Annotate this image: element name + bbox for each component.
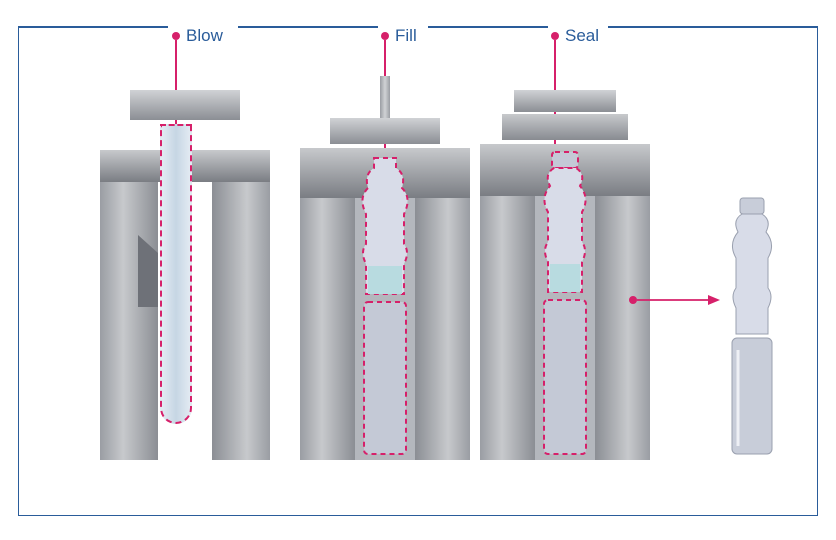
parison-outline <box>160 124 192 424</box>
stage-label-fill: Fill <box>395 26 417 46</box>
mold-top-plate <box>514 90 616 112</box>
mold-half-right <box>212 182 270 460</box>
stage-seal <box>480 90 650 460</box>
frame-top-seg <box>428 26 548 28</box>
output-vial <box>720 196 784 460</box>
stage-blow <box>100 90 270 460</box>
frame-top-seg <box>238 26 378 28</box>
leader-bullet <box>381 32 389 40</box>
mold-half-right <box>595 196 650 460</box>
mold-half-left <box>100 182 158 460</box>
stage-label-blow: Blow <box>186 26 223 46</box>
mold-top-plate2 <box>502 114 628 140</box>
vial-outline-svg <box>352 154 418 464</box>
stage-fill <box>300 90 470 460</box>
mold-half-right <box>415 198 470 460</box>
frame-top-seg <box>18 26 168 28</box>
mold-top-plate <box>130 90 240 120</box>
mold-half-left <box>300 198 355 460</box>
leader-bullet <box>551 32 559 40</box>
vial-outline-svg <box>532 150 598 464</box>
frame-top-seg <box>608 26 818 28</box>
mold-half-left <box>480 196 535 460</box>
mold-top-plate <box>330 118 440 144</box>
stage-label-seal: Seal <box>565 26 599 46</box>
output-arrow <box>628 292 720 308</box>
leader-bullet <box>172 32 180 40</box>
